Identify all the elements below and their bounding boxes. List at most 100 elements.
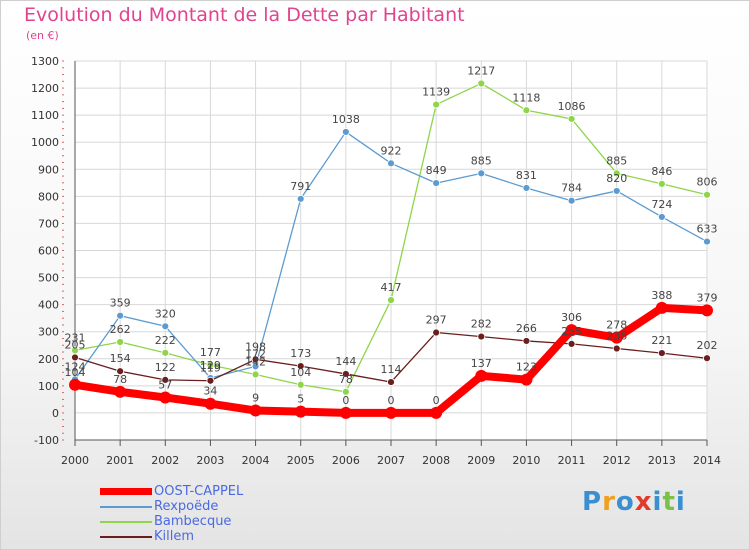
data-label: 820	[606, 172, 627, 185]
x-tick-label: 2001	[106, 454, 134, 467]
data-point	[657, 213, 666, 221]
data-point	[612, 344, 621, 353]
chart-title: Evolution du Montant de la Dette par Hab…	[24, 4, 465, 26]
data-point	[430, 406, 443, 419]
data-label: 177	[200, 346, 221, 359]
data-label: 0	[342, 394, 349, 407]
data-label: 104	[65, 366, 86, 379]
data-label: 255	[561, 325, 582, 338]
data-point	[432, 100, 441, 109]
series-oost-cappel	[69, 301, 713, 419]
data-point	[161, 348, 170, 357]
data-point	[657, 180, 666, 188]
data-label: 846	[651, 165, 672, 178]
legend-label: OOST-CAPPEL	[154, 484, 244, 499]
data-label: 122	[155, 361, 176, 374]
data-point	[432, 328, 441, 337]
y-tick-label: 400	[38, 299, 59, 312]
logo-letter: r	[602, 487, 616, 517]
data-label: 282	[471, 318, 492, 331]
data-label: 806	[697, 176, 718, 189]
data-label: 784	[561, 182, 582, 195]
data-point	[477, 332, 486, 341]
data-point	[520, 373, 533, 386]
data-label: 119	[200, 362, 221, 375]
data-label: 885	[606, 154, 627, 167]
data-point	[161, 322, 170, 331]
data-label: 221	[651, 334, 672, 347]
data-label: 142	[245, 355, 266, 368]
data-label: 104	[290, 366, 311, 379]
x-tick-label: 2014	[693, 454, 721, 467]
chart-subtitle: (en €)	[26, 29, 59, 42]
data-label: 123	[516, 361, 537, 374]
legend-swatch	[100, 521, 152, 523]
data-point	[296, 380, 305, 389]
data-label: 172	[245, 347, 266, 360]
data-point	[522, 337, 531, 345]
data-label: 1139	[422, 86, 450, 99]
x-tick-label: 2006	[332, 454, 360, 467]
y-tick-label: 100	[38, 380, 59, 393]
data-label: 154	[110, 352, 131, 365]
data-label: 417	[381, 281, 402, 294]
data-point	[703, 190, 711, 199]
data-point	[387, 159, 395, 168]
data-label: 202	[697, 339, 718, 352]
data-point	[655, 301, 668, 314]
data-point	[116, 338, 125, 346]
logo-letter: i	[652, 487, 663, 517]
x-tick-label: 2010	[512, 454, 540, 467]
data-label: 0	[433, 394, 440, 407]
data-point	[294, 405, 307, 418]
logo-letter: x	[634, 487, 653, 517]
data-point	[206, 361, 215, 369]
data-point	[249, 404, 262, 417]
data-point	[251, 355, 260, 364]
data-point	[657, 349, 666, 358]
y-tick-label: 900	[38, 163, 59, 176]
data-label: 1038	[332, 113, 360, 126]
y-tick-label: 200	[38, 353, 59, 366]
data-label: 231	[65, 331, 86, 344]
data-point	[477, 169, 486, 178]
data-label: 124	[65, 360, 86, 373]
x-tick-label: 2004	[242, 454, 270, 467]
labels-oost-cappel: 104 78 57 34 9 5 0 0 0 137 123 306 278 388 379	[65, 289, 718, 407]
data-point	[565, 324, 578, 337]
legend-swatch	[100, 506, 152, 508]
data-label: 9	[252, 391, 259, 404]
data-point	[701, 304, 713, 317]
data-point	[475, 369, 488, 382]
data-point	[341, 128, 350, 136]
x-tick-label: 2008	[422, 454, 450, 467]
data-point	[567, 339, 576, 348]
x-tick-label: 2011	[558, 454, 586, 467]
data-label: 849	[426, 164, 447, 177]
legend-swatch	[100, 536, 152, 538]
data-point	[251, 370, 260, 379]
x-tick-label: 2009	[467, 454, 495, 467]
data-label: 379	[697, 291, 718, 304]
y-tick-label: -100	[34, 434, 59, 447]
data-point	[567, 196, 576, 205]
data-point	[432, 179, 441, 187]
x-tick-label: 2012	[603, 454, 631, 467]
data-point	[296, 194, 305, 203]
data-label: 1086	[558, 100, 586, 113]
data-point	[567, 115, 576, 123]
data-label: 173	[290, 347, 311, 360]
data-point	[703, 237, 711, 246]
data-point	[339, 406, 352, 419]
x-tick-label: 2002	[151, 454, 179, 467]
data-point	[522, 106, 531, 115]
data-point	[612, 169, 621, 178]
proxiti-logo[interactable]: Proxiti	[582, 487, 686, 517]
y-tick-label: 700	[38, 217, 59, 230]
data-label: 297	[426, 314, 447, 327]
data-label: 57	[158, 378, 172, 391]
data-label: 922	[381, 144, 402, 157]
data-label: 238	[606, 329, 627, 342]
data-point	[204, 397, 217, 410]
